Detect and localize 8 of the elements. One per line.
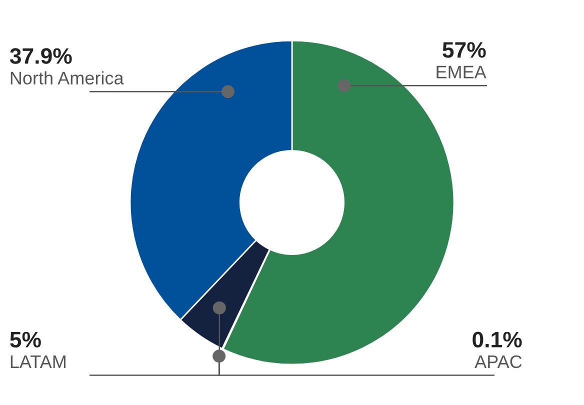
data-label: 5% xyxy=(10,332,41,348)
slice-label: LATAM xyxy=(10,356,66,368)
slice-label: North America xyxy=(10,71,124,84)
data-label: 0.1% xyxy=(472,332,522,348)
slice-label: EMEA xyxy=(436,66,486,78)
data-label: 37.9% xyxy=(10,48,72,64)
data-label: 57% xyxy=(442,42,486,58)
slice-label: APAC xyxy=(474,355,522,368)
